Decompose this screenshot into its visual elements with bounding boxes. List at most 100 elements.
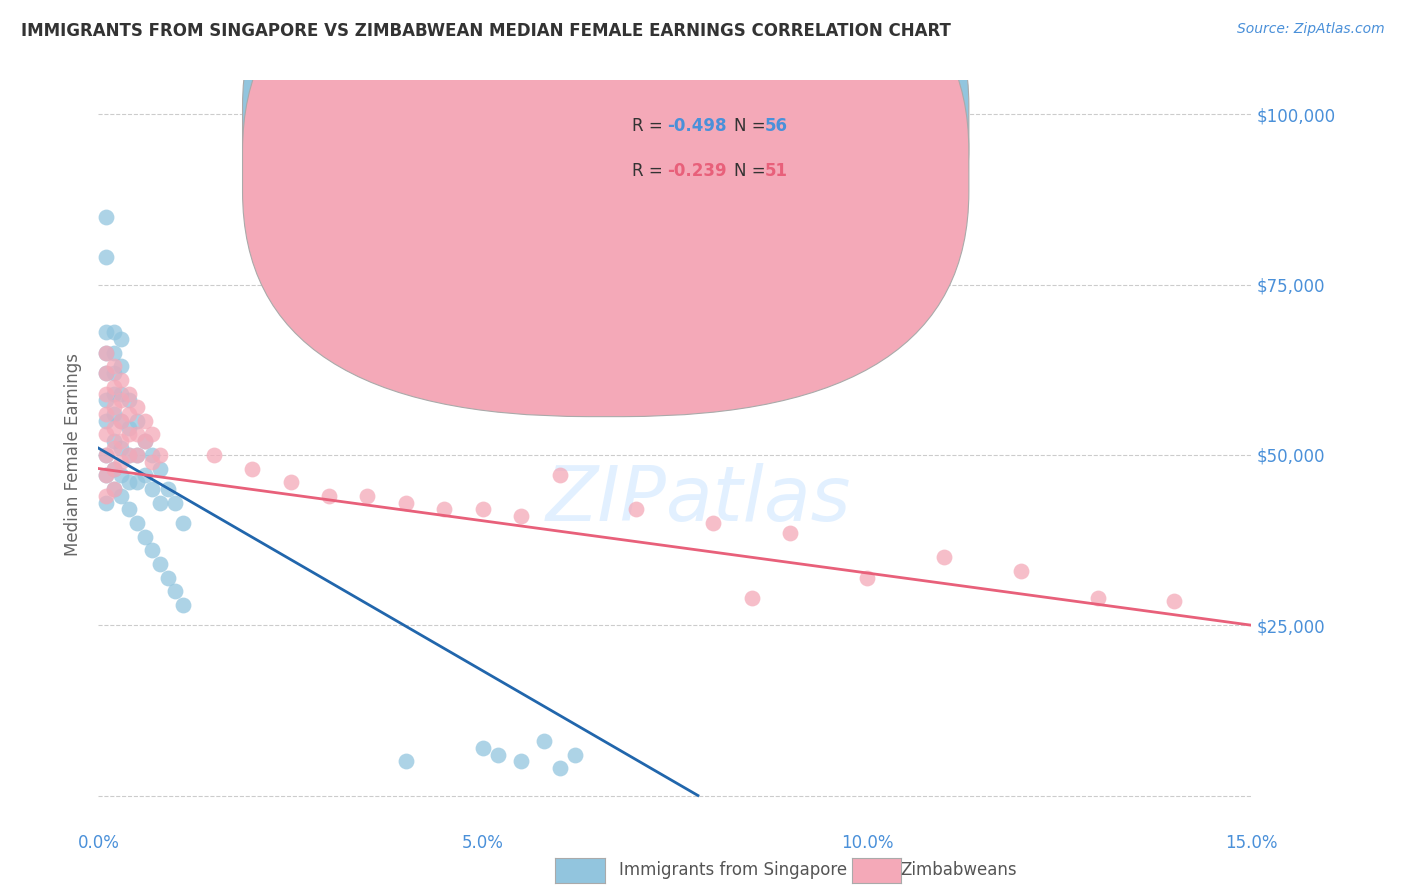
- Point: [141, 543, 163, 558]
- Point: [94, 366, 117, 380]
- Point: [486, 747, 509, 762]
- Text: 56: 56: [765, 118, 787, 136]
- Bar: [576, 95, 859, 193]
- Point: [103, 326, 125, 340]
- Point: [280, 475, 302, 490]
- Point: [118, 407, 141, 421]
- Point: [110, 414, 132, 428]
- Point: [165, 495, 187, 509]
- Point: [94, 448, 117, 462]
- Text: Immigrants from Singapore: Immigrants from Singapore: [619, 861, 846, 879]
- Point: [94, 468, 117, 483]
- Point: [141, 427, 163, 442]
- Point: [110, 441, 132, 455]
- Point: [1163, 594, 1185, 608]
- Point: [94, 386, 117, 401]
- Point: [779, 526, 801, 541]
- Text: Zimbabweans: Zimbabweans: [900, 861, 1017, 879]
- Point: [110, 393, 132, 408]
- Point: [103, 380, 125, 394]
- Point: [141, 455, 163, 469]
- Point: [510, 755, 533, 769]
- Point: [510, 509, 533, 524]
- Point: [103, 482, 125, 496]
- Point: [94, 210, 117, 224]
- Point: [172, 598, 194, 612]
- Point: [103, 359, 125, 374]
- Point: [548, 761, 571, 775]
- Point: [395, 755, 418, 769]
- Point: [125, 401, 148, 415]
- Point: [118, 502, 141, 516]
- Text: R =: R =: [633, 118, 668, 136]
- Point: [156, 570, 179, 584]
- Point: [856, 570, 879, 584]
- Point: [94, 427, 117, 442]
- Point: [110, 332, 132, 346]
- Point: [103, 441, 125, 455]
- Point: [395, 495, 418, 509]
- Point: [741, 591, 763, 605]
- Point: [118, 427, 141, 442]
- Point: [110, 455, 132, 469]
- Point: [118, 393, 141, 408]
- Point: [118, 386, 141, 401]
- Point: [110, 434, 132, 449]
- Point: [118, 448, 141, 462]
- Text: 51: 51: [765, 162, 787, 180]
- Point: [202, 448, 225, 462]
- Point: [240, 461, 263, 475]
- Point: [932, 550, 955, 565]
- Point: [548, 468, 571, 483]
- Point: [118, 448, 141, 462]
- Point: [110, 489, 132, 503]
- Point: [103, 366, 125, 380]
- Point: [1087, 591, 1109, 605]
- Point: [165, 584, 187, 599]
- Point: [118, 475, 141, 490]
- Point: [94, 345, 117, 359]
- Point: [110, 359, 132, 374]
- Point: [103, 407, 125, 421]
- Point: [94, 414, 117, 428]
- Point: [141, 448, 163, 462]
- Point: [103, 461, 125, 475]
- Text: N =: N =: [734, 118, 770, 136]
- Point: [94, 489, 117, 503]
- Point: [471, 740, 494, 755]
- Text: -0.239: -0.239: [666, 162, 727, 180]
- Point: [110, 468, 132, 483]
- Point: [110, 414, 132, 428]
- Point: [141, 482, 163, 496]
- Point: [134, 434, 156, 449]
- Point: [1010, 564, 1032, 578]
- Point: [134, 434, 156, 449]
- Point: [149, 557, 172, 571]
- Point: [110, 386, 132, 401]
- Point: [125, 414, 148, 428]
- Point: [149, 461, 172, 475]
- Point: [433, 502, 456, 516]
- FancyBboxPatch shape: [243, 0, 969, 372]
- Point: [103, 401, 125, 415]
- Text: -0.498: -0.498: [666, 118, 727, 136]
- Point: [626, 502, 648, 516]
- Point: [103, 345, 125, 359]
- Point: [103, 482, 125, 496]
- Text: R =: R =: [633, 162, 668, 180]
- Point: [134, 530, 156, 544]
- FancyBboxPatch shape: [243, 0, 969, 417]
- Point: [702, 516, 724, 530]
- Y-axis label: Median Female Earnings: Median Female Earnings: [65, 353, 83, 557]
- Point: [94, 366, 117, 380]
- Point: [94, 393, 117, 408]
- Point: [125, 448, 148, 462]
- Point: [134, 468, 156, 483]
- Point: [356, 489, 378, 503]
- Point: [103, 461, 125, 475]
- Point: [533, 734, 555, 748]
- Point: [125, 475, 148, 490]
- Point: [471, 502, 494, 516]
- Point: [318, 489, 340, 503]
- Point: [94, 448, 117, 462]
